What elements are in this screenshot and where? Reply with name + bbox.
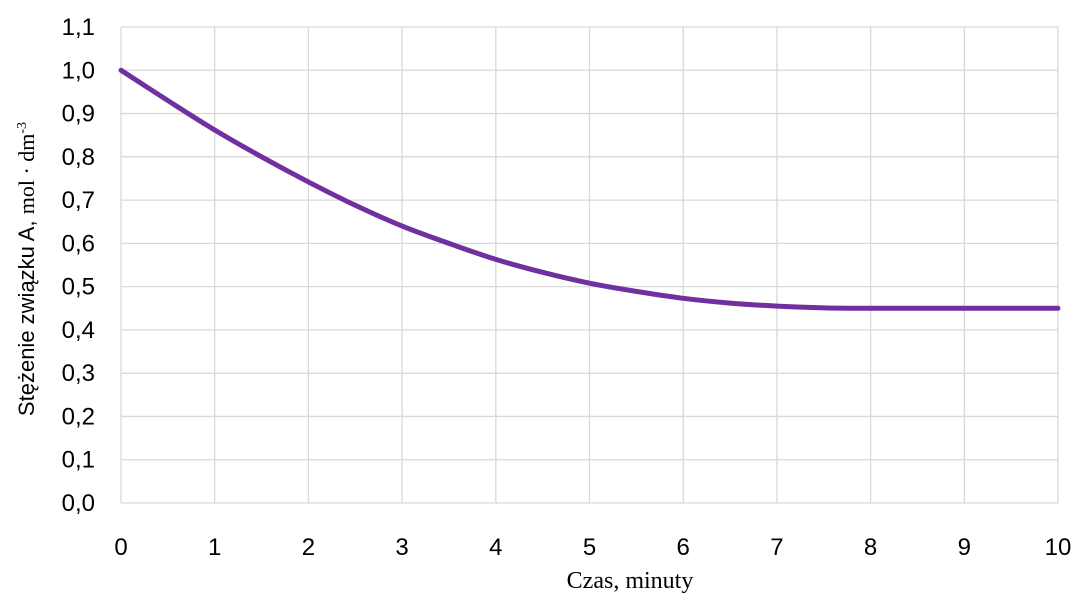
y-tick-label: 0,9 <box>62 101 95 128</box>
series-line <box>118 67 1061 311</box>
y-axis-label-unit: mol · dm <box>14 134 39 215</box>
grid-lines <box>120 26 1059 504</box>
series-layer <box>118 67 1061 311</box>
x-tick-label: 6 <box>677 534 690 561</box>
y-axis-label: Stężenie związku A, mol · dm-3 <box>14 122 39 416</box>
y-tick-label: 0,1 <box>62 447 95 474</box>
x-axis-label: Czas, minuty <box>567 568 694 594</box>
x-axis-ticks: 0 1 2 3 4 5 6 7 8 9 10 <box>114 534 1071 561</box>
y-tick-label: 0,7 <box>62 187 95 214</box>
x-tick-label: 9 <box>958 534 971 561</box>
y-tick-label: 0,4 <box>62 317 95 344</box>
y-tick-label: 0,6 <box>62 230 95 257</box>
x-tick-label: 4 <box>489 534 502 561</box>
y-tick-label: 1,1 <box>62 14 95 41</box>
y-tick-label: 0,5 <box>62 274 95 301</box>
y-axis-label-unit-exponent: -3 <box>15 122 30 134</box>
y-tick-label: 0,0 <box>62 490 95 517</box>
x-tick-label: 3 <box>395 534 408 561</box>
x-tick-label: 1 <box>208 534 221 561</box>
x-tick-label: 8 <box>864 534 877 561</box>
x-tick-label: 2 <box>302 534 315 561</box>
y-tick-label: 0,3 <box>62 360 95 387</box>
y-axis-ticks: 0,0 0,1 0,2 0,3 0,4 0,5 0,6 0,7 0,8 0,9 1,0 1,1 <box>62 14 95 517</box>
y-axis-label-main: Stężenie związku A, <box>14 214 39 416</box>
y-tick-label: 1,0 <box>62 57 95 84</box>
x-tick-label: 5 <box>583 534 596 561</box>
y-tick-label: 0,8 <box>62 144 95 171</box>
x-tick-label: 7 <box>770 534 783 561</box>
x-tick-label: 10 <box>1045 534 1072 561</box>
y-tick-label: 0,2 <box>62 403 95 430</box>
x-tick-label: 0 <box>114 534 127 561</box>
